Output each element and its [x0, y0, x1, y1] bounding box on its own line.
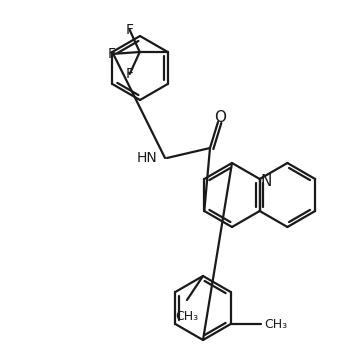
Text: F: F	[126, 67, 134, 81]
Text: CH₃: CH₃	[175, 310, 198, 323]
Text: CH₃: CH₃	[265, 318, 288, 331]
Text: HN: HN	[136, 151, 157, 165]
Text: N: N	[260, 174, 271, 188]
Text: F: F	[126, 23, 134, 37]
Text: O: O	[214, 110, 226, 126]
Text: F: F	[108, 47, 116, 61]
